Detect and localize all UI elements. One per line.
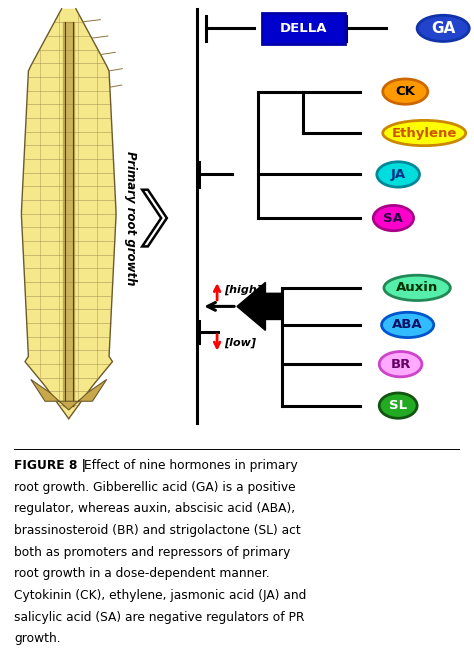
Text: [low]: [low] — [224, 338, 256, 348]
Text: Primary root growth: Primary root growth — [124, 151, 137, 285]
Text: BR: BR — [391, 358, 410, 370]
Text: SL: SL — [389, 399, 407, 412]
Polygon shape — [21, 9, 116, 419]
Text: both as promoters and repressors of primary: both as promoters and repressors of prim… — [14, 546, 291, 558]
Text: [high]: [high] — [224, 285, 262, 295]
Text: root growth in a dose-dependent manner.: root growth in a dose-dependent manner. — [14, 567, 270, 580]
Text: Cytokinin (CK), ethylene, jasmonic acid (JA) and: Cytokinin (CK), ethylene, jasmonic acid … — [14, 589, 307, 602]
Ellipse shape — [383, 120, 465, 146]
Ellipse shape — [377, 162, 419, 187]
Text: JA: JA — [391, 168, 406, 181]
FancyBboxPatch shape — [262, 13, 345, 44]
Text: growth.: growth. — [14, 632, 61, 646]
Text: Effect of nine hormones in primary: Effect of nine hormones in primary — [80, 459, 298, 472]
Ellipse shape — [384, 275, 450, 301]
Ellipse shape — [373, 205, 413, 231]
Ellipse shape — [382, 312, 434, 338]
Text: brassinosteroid (BR) and strigolactone (SL) act: brassinosteroid (BR) and strigolactone (… — [14, 524, 301, 537]
Text: CK: CK — [395, 85, 415, 98]
Text: FIGURE 8 |: FIGURE 8 | — [14, 459, 86, 472]
Text: regulator, whereas auxin, abscisic acid (ABA),: regulator, whereas auxin, abscisic acid … — [14, 502, 295, 515]
Text: DELLA: DELLA — [280, 22, 327, 35]
Text: ABA: ABA — [392, 319, 423, 331]
Text: salicylic acid (SA) are negative regulators of PR: salicylic acid (SA) are negative regulat… — [14, 611, 305, 623]
Text: GA: GA — [431, 21, 456, 36]
Ellipse shape — [383, 79, 428, 104]
Ellipse shape — [417, 15, 469, 42]
Text: Ethylene: Ethylene — [392, 127, 457, 140]
Text: Auxin: Auxin — [396, 281, 438, 295]
Text: SA: SA — [383, 211, 403, 225]
Ellipse shape — [379, 393, 417, 418]
Polygon shape — [237, 282, 282, 330]
Text: root growth. Gibberellic acid (GA) is a positive: root growth. Gibberellic acid (GA) is a … — [14, 480, 296, 493]
Polygon shape — [142, 190, 167, 246]
Polygon shape — [31, 380, 107, 410]
Ellipse shape — [379, 352, 422, 377]
